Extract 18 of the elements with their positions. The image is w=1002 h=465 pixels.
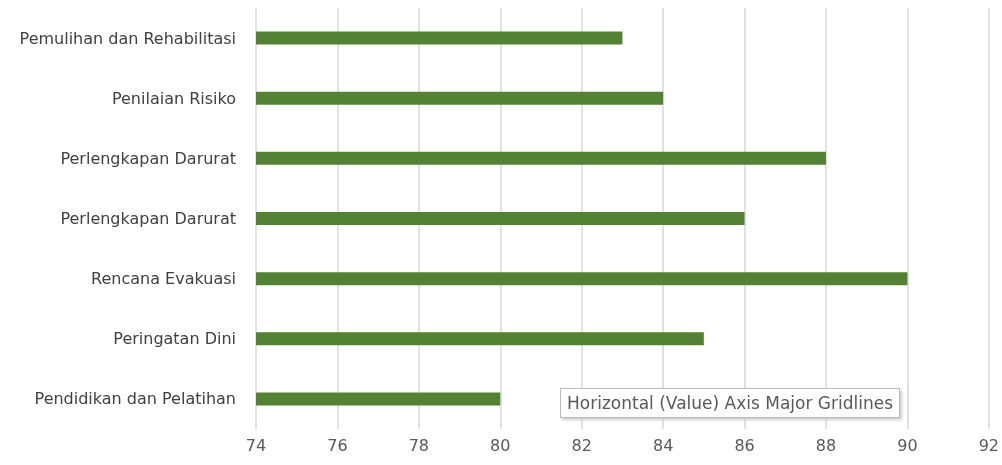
x-tick-label: 90 (897, 435, 918, 455)
y-tick-label: Pemulihan dan Rehabilitasi (19, 28, 236, 48)
x-tick-label: 92 (978, 435, 999, 455)
annotation: Horizontal (Value) Axis Major Gridlines (560, 388, 901, 418)
y-tick-label: Penilaian Risiko (111, 88, 236, 108)
x-tick-label: 84 (652, 435, 674, 455)
x-tick-label: 82 (571, 435, 592, 455)
x-tick-label: 88 (815, 435, 837, 455)
y-tick-label: Pendidikan dan Pelatihan (34, 389, 236, 409)
x-tick-label: 86 (734, 435, 755, 455)
y-tick-label: Perlengkapan Darurat (60, 148, 236, 168)
y-tick-label: Perlengkapan Darurat (60, 209, 236, 228)
x-tick-label: 78 (408, 435, 430, 455)
x-tick-label: 76 (327, 435, 348, 455)
x-tick-label: 80 (490, 435, 511, 455)
y-tick-label: Rencana Evakuasi (91, 269, 236, 289)
y-tick-label: Peringatan Dini (113, 329, 236, 349)
x-tick-label: 74 (245, 435, 267, 455)
